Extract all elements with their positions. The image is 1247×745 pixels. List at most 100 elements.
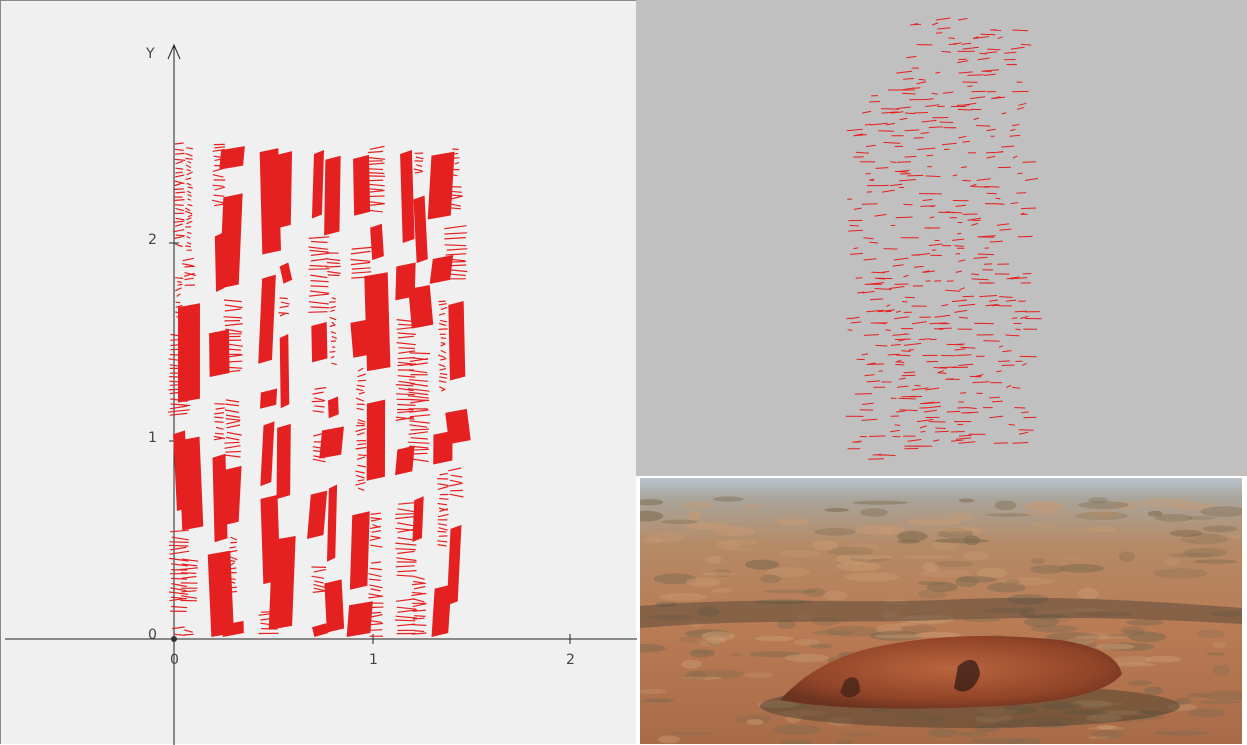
- stroke-block: [259, 388, 278, 409]
- terrain-patch: [682, 676, 723, 680]
- y-tick-label: 1: [148, 430, 157, 446]
- stroke-block: [446, 524, 462, 606]
- terrain-patch: [776, 619, 796, 629]
- terrain-patch: [686, 510, 700, 521]
- stroke-block: [366, 399, 386, 481]
- terrain-patch: [1154, 514, 1194, 522]
- stroke-scribble: [395, 319, 417, 421]
- terrain-patch: [1106, 662, 1156, 667]
- terrain-patch: [1078, 501, 1129, 509]
- terrain-patch: [1187, 515, 1216, 521]
- stroke-scribble: [448, 467, 464, 498]
- terrain-patch: [926, 582, 958, 592]
- terrain-patch: [814, 527, 856, 536]
- stroke-scribble: [407, 352, 431, 463]
- terrain-patch: [713, 496, 744, 502]
- stroke-scribble: [355, 367, 367, 411]
- stroke-scribble: [325, 252, 341, 277]
- stroke-scribble: [444, 225, 468, 280]
- terrain-patch: [685, 522, 728, 530]
- terrain-patch: [683, 670, 708, 681]
- stroke-block: [324, 155, 341, 236]
- stroke-block: [346, 601, 373, 637]
- terrain-patch: [1167, 703, 1197, 711]
- terrain-patch: [1031, 521, 1056, 528]
- terrain-patch: [1154, 730, 1210, 736]
- stroke-block: [207, 550, 234, 637]
- terrain-patch: [1128, 680, 1152, 686]
- terrain-patch: [1174, 697, 1192, 705]
- stroke-block: [260, 421, 275, 487]
- terrain-patch: [660, 519, 698, 524]
- stroke-scribble: [395, 502, 417, 577]
- terrain-patch: [1212, 641, 1226, 649]
- rock-cavity: [840, 677, 860, 698]
- terrain-patch: [711, 588, 733, 593]
- stroke-scribble: [437, 472, 449, 547]
- terrain-patch: [1024, 511, 1070, 517]
- terrain-patch: [1030, 558, 1046, 564]
- terrain-patch: [730, 653, 744, 657]
- terrain-patch: [1212, 664, 1231, 676]
- stroke-scribble: [312, 432, 326, 463]
- terrain-patch: [1105, 634, 1132, 638]
- terrain-patch: [878, 526, 893, 535]
- terrain-patch: [1121, 626, 1145, 635]
- stroke-block: [279, 334, 290, 409]
- terrain-patch: [793, 638, 821, 646]
- terrain-patch: [1193, 559, 1238, 564]
- terrain-patch: [900, 555, 952, 560]
- origin-point[interactable]: [171, 636, 177, 642]
- terrain-patch: [706, 556, 722, 564]
- terrain-patch: [1077, 588, 1099, 599]
- stroke-scribble: [451, 148, 460, 177]
- stroke-block: [370, 223, 384, 261]
- terrain-patch: [809, 643, 833, 649]
- stroke-scribble: [168, 529, 190, 612]
- terrain-patch: [847, 543, 880, 551]
- stroke-block: [445, 408, 471, 445]
- terrain-patch: [906, 518, 962, 526]
- rock-cavity: [954, 659, 980, 692]
- stroke-scribble: [311, 387, 327, 413]
- terrain-patch: [640, 537, 663, 544]
- stroke-block: [276, 423, 291, 500]
- terrain-patch: [1077, 510, 1113, 519]
- terrain-patch: [930, 541, 959, 551]
- terrain-patch: [1088, 497, 1108, 504]
- terrain-patch: [900, 625, 937, 633]
- stroke-block: [353, 154, 371, 216]
- terrain-patch: [897, 531, 928, 542]
- terrain-patch: [1202, 525, 1238, 533]
- stroke-block: [307, 490, 328, 540]
- stroke-block: [326, 484, 338, 562]
- plot-canvas[interactable]: Y 0 1 2 0 1 2: [1, 1, 637, 745]
- stroke-scribble: [438, 300, 448, 392]
- stroke-block: [221, 465, 242, 526]
- terrain-patch: [785, 715, 802, 723]
- y-axis-arrow-icon: [167, 43, 181, 60]
- stroke-scribble: [172, 626, 186, 636]
- aerial-photo: [640, 478, 1242, 744]
- terrain-patch: [915, 632, 962, 638]
- terrain-patch: [922, 562, 939, 572]
- terrain-patch: [681, 659, 702, 669]
- stroke-block: [312, 623, 329, 637]
- stroke-scribble: [355, 419, 367, 491]
- terrain-patch: [741, 504, 766, 509]
- point-cloud-canvas[interactable]: [636, 0, 1247, 476]
- terrain-patch: [1200, 506, 1242, 517]
- 3d-point-viewer[interactable]: [636, 0, 1247, 476]
- plot-panel[interactable]: Y 0 1 2 0 1 2: [0, 0, 637, 745]
- terrain-patch: [1126, 619, 1165, 626]
- terrain-patch: [647, 532, 685, 543]
- terrain-patch: [971, 714, 1006, 718]
- x-tick-label: 0: [170, 652, 179, 668]
- terrain-patch: [1129, 631, 1167, 643]
- terrain-patch: [874, 634, 928, 639]
- terrain-patch: [1092, 730, 1125, 739]
- terrain-patch: [958, 498, 975, 503]
- terrain-patch: [761, 703, 809, 710]
- terrain-patch: [1216, 535, 1242, 539]
- stroke-scribble: [311, 566, 327, 593]
